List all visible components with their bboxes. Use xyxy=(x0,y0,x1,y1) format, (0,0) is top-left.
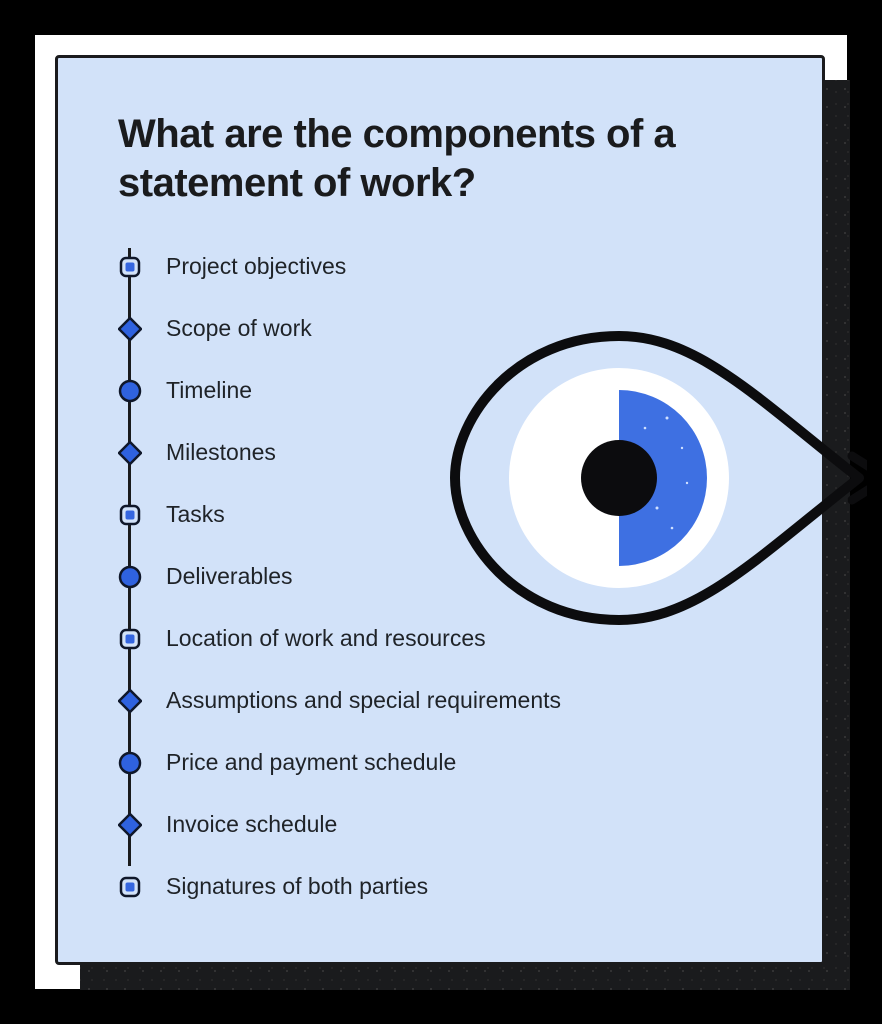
list-item: Assumptions and special requirements xyxy=(118,670,762,732)
infographic-card: What are the components of a statement o… xyxy=(55,55,825,965)
list-item-label: Timeline xyxy=(166,377,252,404)
square-marker-icon xyxy=(118,875,142,899)
list-item: Tasks xyxy=(118,484,762,546)
list-item-label: Price and payment schedule xyxy=(166,749,456,776)
circle-marker-icon xyxy=(118,751,142,775)
list-item: Timeline xyxy=(118,360,762,422)
list-item: Invoice schedule xyxy=(118,794,762,856)
list-item-label: Deliverables xyxy=(166,563,293,590)
list-item: Project objectives xyxy=(118,236,762,298)
list-item-label: Assumptions and special requirements xyxy=(166,687,561,714)
diamond-marker-icon xyxy=(118,689,142,713)
components-list: Project objectives Scope of work Timelin… xyxy=(118,236,762,918)
diamond-marker-icon xyxy=(118,813,142,837)
list-item: Scope of work xyxy=(118,298,762,360)
square-marker-icon xyxy=(118,627,142,651)
diamond-marker-icon xyxy=(118,317,142,341)
list-item-label: Tasks xyxy=(166,501,225,528)
list-item: Signatures of both parties xyxy=(118,856,762,918)
list-item-label: Invoice schedule xyxy=(166,811,337,838)
square-marker-icon xyxy=(118,255,142,279)
circle-marker-icon xyxy=(118,379,142,403)
square-marker-icon xyxy=(118,503,142,527)
infographic-title: What are the components of a statement o… xyxy=(118,110,762,208)
list-item-label: Location of work and resources xyxy=(166,625,486,652)
diamond-marker-icon xyxy=(118,441,142,465)
list-item-label: Scope of work xyxy=(166,315,312,342)
circle-marker-icon xyxy=(118,565,142,589)
list-item: Price and payment schedule xyxy=(118,732,762,794)
list-item-label: Milestones xyxy=(166,439,276,466)
list-item-label: Signatures of both parties xyxy=(166,873,428,900)
list-item: Milestones xyxy=(118,422,762,484)
list-item: Deliverables xyxy=(118,546,762,608)
list-item-label: Project objectives xyxy=(166,253,346,280)
list-item: Location of work and resources xyxy=(118,608,762,670)
